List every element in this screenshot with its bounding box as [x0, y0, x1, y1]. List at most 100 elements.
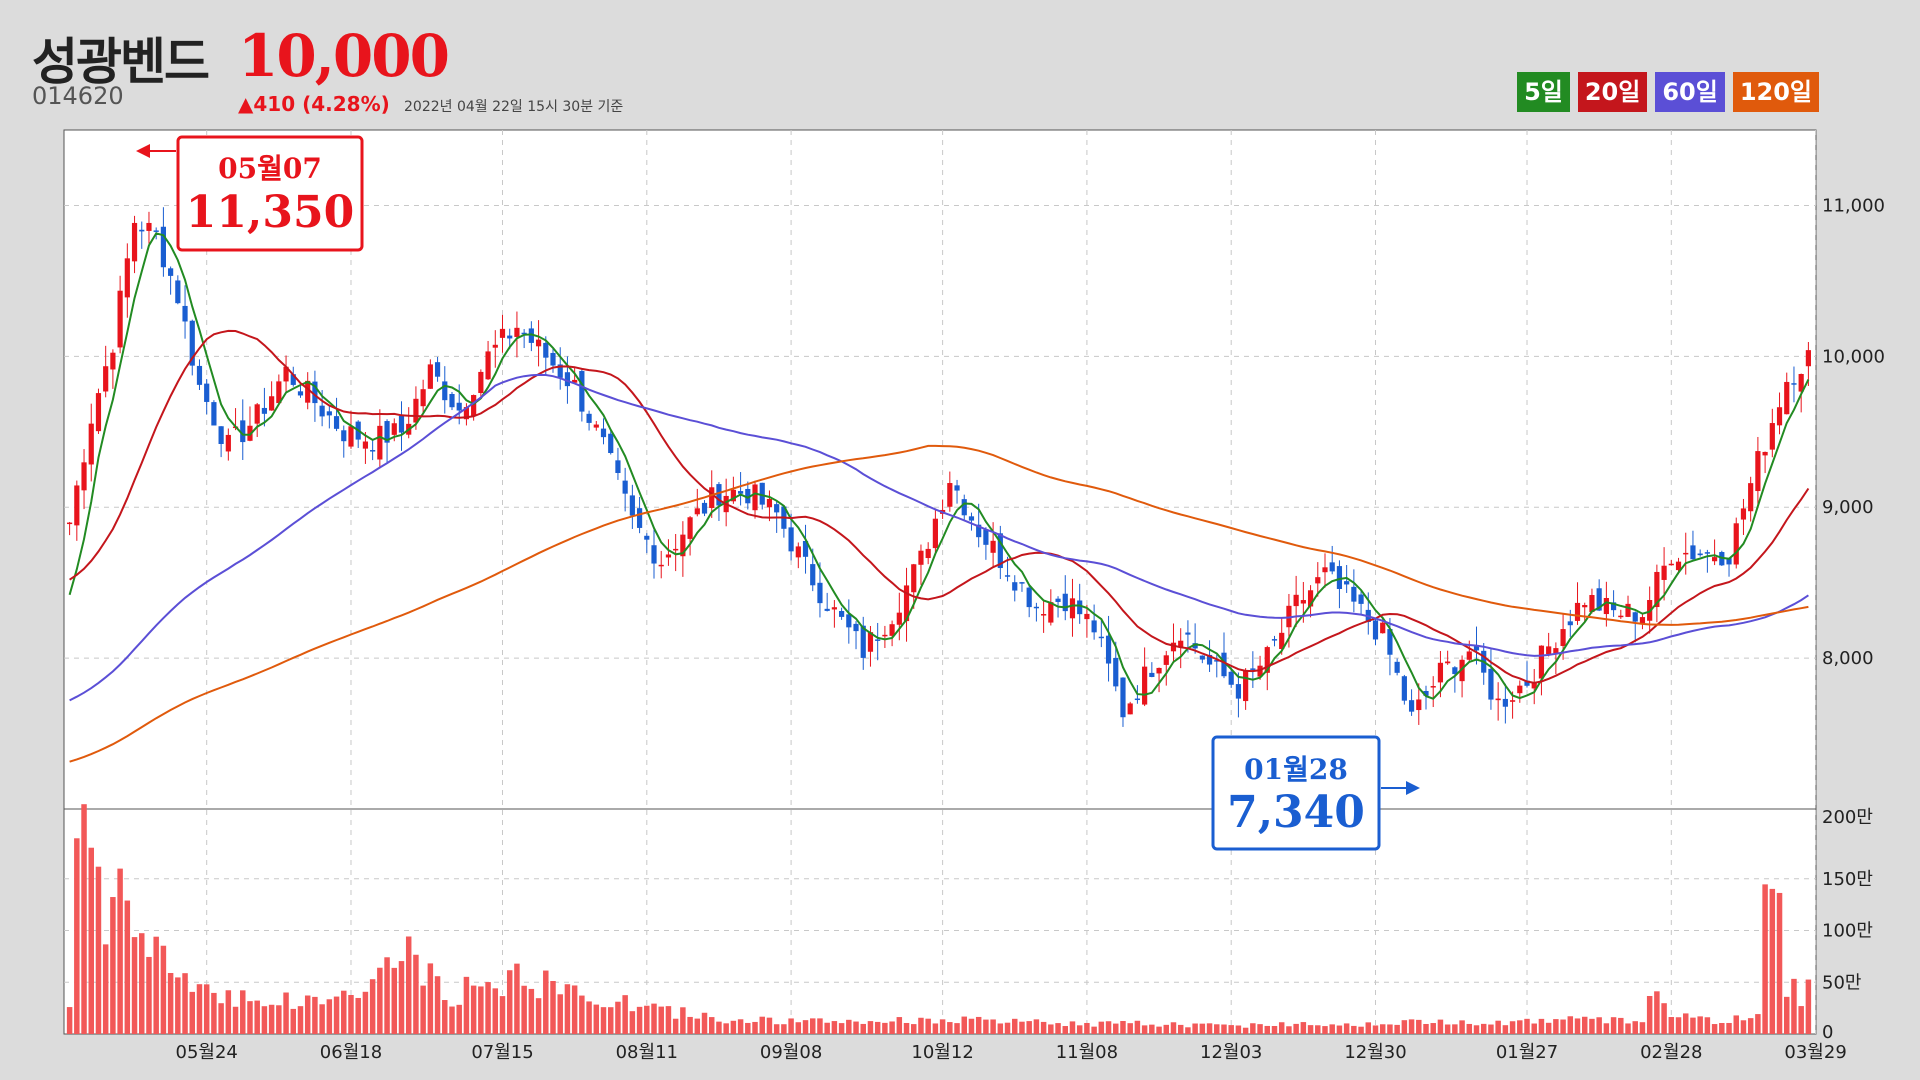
high-annotation: 05월07 11,350 — [136, 135, 364, 252]
x-tick-label: 05월24 — [176, 1042, 238, 1063]
candle-body — [1185, 632, 1191, 635]
ma-line-60 — [69, 373, 1809, 702]
legend-ma5[interactable]: 5일 — [1517, 72, 1570, 112]
volume-bar — [514, 963, 520, 1034]
candle-body — [1755, 451, 1761, 492]
candle-body — [889, 624, 895, 636]
volume-bar — [701, 1012, 708, 1034]
volume-bar — [1365, 1022, 1372, 1034]
candle-body — [377, 425, 383, 460]
candle-body — [1351, 586, 1357, 602]
volume-bar — [1163, 1024, 1170, 1034]
candle-body — [463, 407, 470, 420]
low-annotation-box — [1211, 735, 1381, 851]
candle-body — [1322, 567, 1328, 573]
candle-body — [947, 483, 953, 507]
low-annotation: 01월28 7,340 — [1211, 735, 1420, 851]
volume-bar — [1769, 888, 1776, 1034]
candle-body — [644, 535, 650, 540]
volume-bar — [1567, 1016, 1574, 1034]
volume-bar — [167, 973, 174, 1034]
volume-bar — [1199, 1023, 1206, 1034]
candle-body — [1257, 665, 1263, 677]
volume-bar — [629, 1011, 636, 1034]
candle-body — [1098, 636, 1104, 639]
candle-body — [103, 366, 109, 392]
volume-bar — [1358, 1026, 1364, 1034]
candle-body — [312, 381, 318, 404]
volume-bar — [1264, 1025, 1271, 1034]
timestamp: 2022년 04월 22일 15시 30분 기준 — [404, 99, 624, 115]
volume-bar — [499, 996, 506, 1034]
candle-body — [1142, 666, 1148, 705]
volume-bar — [182, 973, 188, 1034]
candle-body — [319, 405, 325, 417]
candle-body — [110, 352, 116, 370]
x-axis: 05월24 06월18 07월15 08월11 09월08 10월12 11월08 12월03… — [176, 1042, 1847, 1063]
volume-bar — [1740, 1020, 1747, 1034]
volume-bar — [1062, 1026, 1069, 1034]
candle-body — [1380, 622, 1386, 634]
candle-body — [1271, 639, 1278, 641]
candle-body — [1502, 698, 1508, 707]
volume-bar — [795, 1022, 802, 1034]
volume-bar — [1488, 1024, 1494, 1034]
volume-bar — [1127, 1023, 1133, 1034]
candle-body — [593, 424, 599, 428]
candle-body — [499, 328, 506, 338]
candle-body — [730, 489, 736, 502]
candle-body — [1473, 646, 1480, 651]
low-arrow-head — [1406, 781, 1420, 795]
candle-body — [1062, 593, 1068, 612]
candle-body — [579, 371, 585, 412]
candle-body — [1206, 654, 1213, 665]
volume-bar — [1185, 1027, 1191, 1034]
volume-bar — [1682, 1013, 1689, 1034]
candle-body — [615, 460, 621, 473]
candle-body — [1805, 350, 1811, 367]
candle-body — [1199, 655, 1205, 660]
volume-bar — [254, 1000, 260, 1034]
candle-body — [1041, 614, 1047, 616]
volume-bar — [384, 957, 390, 1034]
legend-ma20[interactable]: 20일 — [1577, 72, 1648, 112]
candle-body — [1235, 684, 1242, 699]
volume-bar — [66, 1007, 73, 1034]
candle-body — [211, 402, 217, 426]
candle-body — [240, 420, 246, 443]
volume-bar — [1618, 1017, 1624, 1034]
price-tick-label: 8,000 — [1822, 648, 1874, 669]
volume-bar — [434, 976, 441, 1034]
volume-bar — [1394, 1024, 1400, 1034]
candle-body — [802, 540, 809, 557]
volume-bar — [74, 838, 80, 1034]
volume-bar — [1719, 1022, 1725, 1034]
legend-ma120[interactable]: 120일 — [1732, 72, 1819, 112]
volume-bar — [983, 1019, 989, 1034]
candle-body — [297, 391, 304, 396]
candle-body — [817, 582, 823, 604]
candle-body — [810, 564, 816, 586]
candle-body — [67, 522, 73, 525]
volume-bar — [759, 1016, 765, 1034]
volume-bar — [1343, 1023, 1350, 1034]
candle-body — [1748, 483, 1754, 512]
volume-bar — [1437, 1019, 1444, 1034]
volume-bar — [470, 985, 477, 1034]
volume-bar — [348, 995, 354, 1034]
volume-bar — [579, 995, 585, 1034]
volume-bar — [636, 1006, 643, 1034]
legend-ma60[interactable]: 60일 — [1655, 72, 1725, 112]
candle-body — [225, 434, 231, 452]
candle-body — [1798, 374, 1804, 392]
candle-body — [759, 482, 765, 505]
candle-body — [1372, 620, 1379, 640]
candle-body — [557, 364, 563, 378]
volume-bar — [1084, 1022, 1090, 1034]
volume-bar — [867, 1021, 874, 1034]
volume-bar — [1805, 979, 1812, 1034]
volume-bar — [1726, 1022, 1732, 1034]
volume-bar — [947, 1022, 953, 1034]
volume-bar — [1538, 1018, 1545, 1034]
current-price: 10,000 — [238, 22, 450, 90]
